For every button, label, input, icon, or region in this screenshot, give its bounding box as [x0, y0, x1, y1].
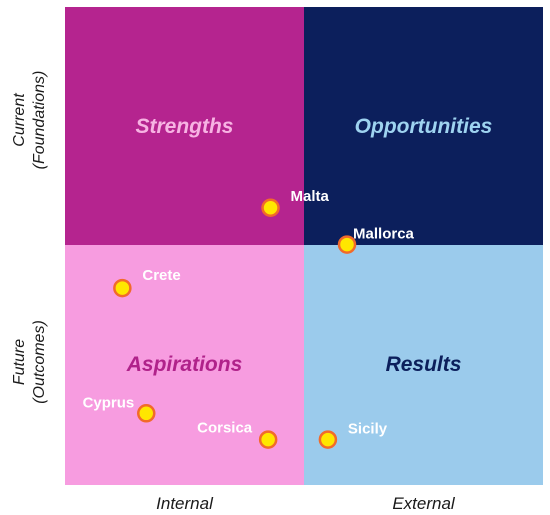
x-axis-label-internal: Internal: [156, 494, 213, 513]
point-mallorca: [337, 235, 357, 254]
quadrant-title-results: Results: [385, 353, 462, 376]
point-cyprus: [137, 404, 156, 423]
quadrant-results: Results: [304, 245, 543, 485]
quadrant-opportunities: Opportunities: [304, 7, 543, 245]
point-label-malta: Malta: [291, 188, 330, 205]
point-label-crete: Crete: [142, 267, 180, 284]
point-crete: [113, 278, 132, 298]
point-label-cyprus: Cyprus: [83, 394, 135, 411]
point-sicily: [318, 430, 338, 449]
point-corsica: [258, 430, 278, 449]
quadrant-title-aspirations: Aspirations: [126, 353, 243, 376]
point-label-mallorca: Mallorca: [353, 226, 415, 243]
quadrant-title-opportunities: Opportunities: [354, 115, 493, 138]
x-axis-label-external: External: [392, 494, 455, 513]
quadrant-strengths: Strengths: [65, 7, 304, 245]
point-malta: [261, 198, 280, 218]
point-label-sicily: Sicily: [348, 421, 388, 438]
quadrant-title-strengths: Strengths: [135, 115, 234, 138]
point-label-corsica: Corsica: [197, 420, 253, 437]
